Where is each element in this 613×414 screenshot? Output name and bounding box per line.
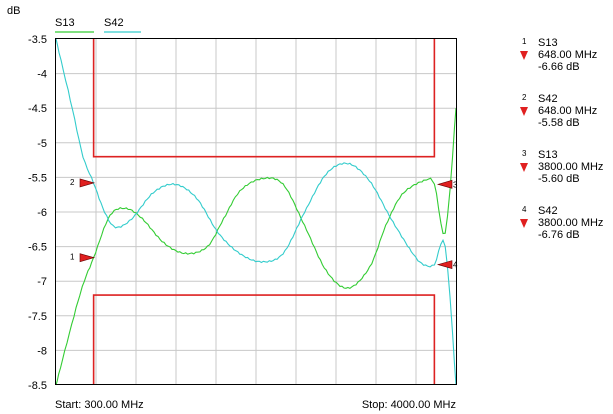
plot-frame [55, 38, 457, 385]
marker-value: -6.76 dB [538, 229, 580, 241]
marker-readout-3: 3 S13 3800.00 MHz -5.60 dB [520, 148, 613, 204]
marker-flag-number: 3 [453, 180, 458, 189]
y-axis-label: dB [7, 5, 20, 17]
marker-value: -5.58 dB [538, 117, 580, 129]
marker-flags: 1 2 3 4 [70, 178, 458, 270]
marker-flag-number: 4 [453, 261, 458, 270]
marker-readout-2: 2 S42 648.00 MHz -5.58 dB [520, 92, 613, 148]
marker-trace: S42 [538, 93, 558, 105]
y-tick-label: -8.5 [28, 380, 47, 392]
limit-lines [92, 39, 436, 385]
start-frequency-label: Start: 300.00 MHz [55, 399, 144, 411]
y-tick-label: -8 [37, 345, 47, 357]
y-tick-labels: -3.5 -4 -4.5 -5 -5.5 -6 -6.5 -7 -7.5 -8 -8.5 [28, 34, 47, 392]
marker-flag-number: 1 [70, 253, 75, 262]
marker-readout-panel: 1 S13 648.00 MHz -6.66 dB 2 S42 648.00 M… [520, 36, 613, 260]
marker-flag-3 [436, 179, 453, 189]
marker-trace: S13 [538, 149, 558, 161]
y-tick-label: -4.5 [28, 103, 47, 115]
marker-frequency: 3800.00 MHz [538, 161, 604, 173]
marker-frequency: 3800.00 MHz [538, 217, 604, 229]
trace-s13 [55, 108, 457, 386]
marker-trace: S13 [538, 37, 558, 49]
marker-value: -5.60 dB [538, 173, 580, 185]
y-tick-label: -6 [37, 207, 47, 219]
y-tick-label: -7 [37, 276, 47, 288]
y-tick-label: -4 [37, 69, 47, 81]
y-tick-label: -3.5 [28, 34, 47, 46]
marker-triangle-icon [520, 163, 528, 172]
marker-trace: S42 [538, 205, 558, 217]
marker-frequency: 648.00 MHz [538, 105, 598, 117]
marker-index: 3 [522, 149, 527, 158]
upper-limit-line [92, 39, 436, 158]
legend-s42: S42 [104, 17, 124, 29]
marker-frequency: 648.00 MHz [538, 49, 598, 61]
marker-triangle-icon [520, 219, 528, 228]
marker-index: 2 [522, 93, 527, 102]
marker-flag-number: 2 [70, 178, 75, 187]
marker-triangle-icon [520, 51, 528, 60]
marker-flag-1 [79, 253, 96, 263]
marker-readout-1: 1 S13 648.00 MHz -6.66 dB [520, 36, 613, 92]
lower-limit-line [92, 294, 436, 385]
y-tick-label: -6.5 [28, 242, 47, 254]
trace-s42 [55, 38, 457, 386]
marker-flag-4 [436, 260, 453, 269]
stop-frequency-label: Stop: 4000.00 MHz [362, 399, 456, 411]
marker-flag-2 [79, 178, 96, 188]
legend-s13: S13 [55, 17, 75, 29]
marker-triangle-icon [520, 107, 528, 116]
y-tick-label: -7.5 [28, 311, 47, 323]
marker-index: 4 [522, 205, 527, 214]
y-tick-label: -5.5 [28, 172, 47, 184]
marker-readout-4: 4 S42 3800.00 MHz -6.76 dB [520, 204, 613, 260]
marker-index: 1 [522, 37, 527, 46]
y-tick-label: -5 [37, 138, 47, 150]
traces [55, 38, 457, 386]
plot-grid [56, 39, 456, 385]
marker-value: -6.66 dB [538, 61, 580, 73]
